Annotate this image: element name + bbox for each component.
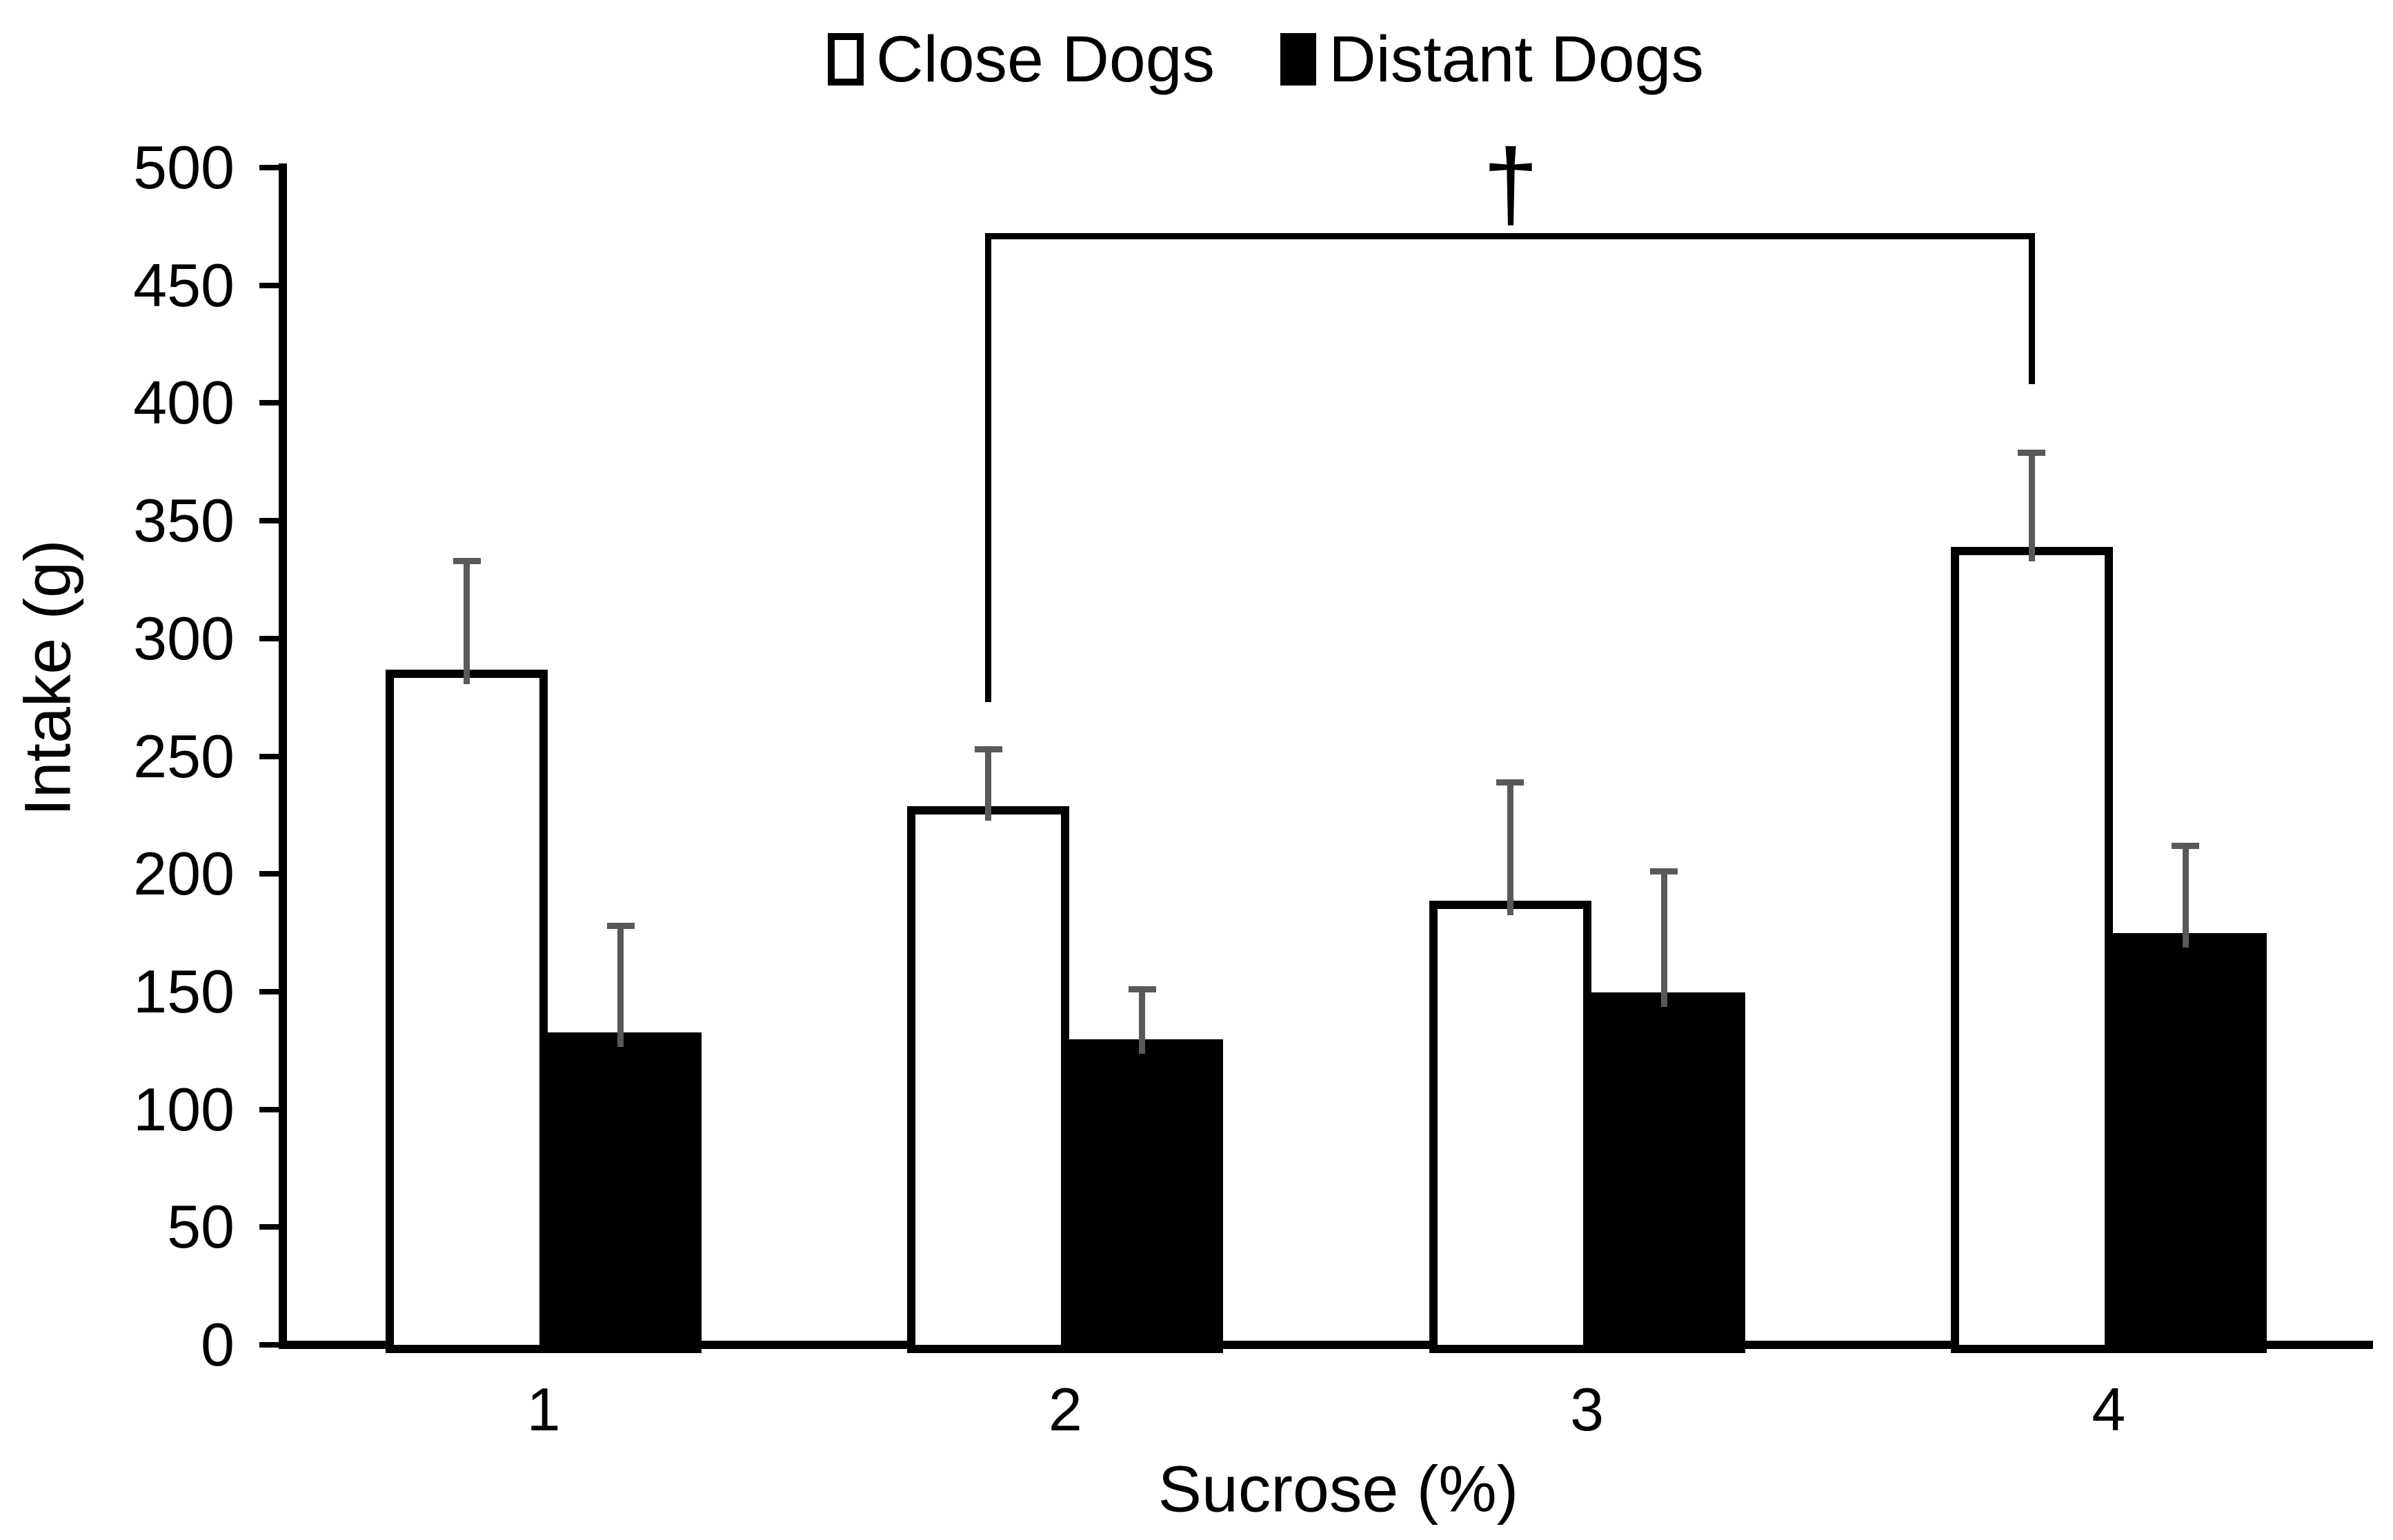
y-tick-label-450: 450	[133, 250, 235, 319]
y-tick-200	[259, 871, 279, 877]
error-bar-stem-close-dogs-3	[1507, 782, 1513, 915]
error-bar-stem-distant-dogs-2	[1139, 989, 1146, 1054]
bracket-horizontal-line	[985, 232, 2035, 239]
error-bar-stem-close-dogs-4	[2028, 452, 2035, 562]
y-tick-100	[259, 1106, 279, 1112]
y-tick-label-350: 350	[133, 486, 235, 555]
legend-item-distant-dogs: Distant Dogs	[1280, 22, 1704, 96]
y-tick-label-200: 200	[133, 839, 235, 908]
y-tick-label-250: 250	[133, 721, 235, 790]
x-tick-label-2: 2	[1048, 1375, 1082, 1443]
error-bar-stem-close-dogs-1	[464, 561, 470, 684]
y-tick-300	[259, 635, 279, 641]
error-bar-cap-distant-dogs-1	[606, 922, 635, 929]
error-bar-cap-distant-dogs-3	[1650, 868, 1678, 875]
y-tick-0	[259, 1342, 279, 1348]
bar-distant-dogs-2	[1061, 1039, 1224, 1353]
error-bar-cap-distant-dogs-2	[1128, 986, 1156, 992]
error-bar-cap-distant-dogs-4	[2172, 842, 2200, 849]
y-tick-label-300: 300	[133, 603, 235, 672]
x-axis-title: Sucrose (%)	[1158, 1452, 1519, 1526]
y-tick-label-100: 100	[133, 1074, 235, 1143]
error-bar-stem-distant-dogs-3	[1660, 871, 1667, 1007]
y-tick-250	[259, 753, 279, 759]
bracket-left-vertical-line	[985, 236, 992, 702]
bar-distant-dogs-4	[2104, 933, 2267, 1353]
y-tick-50	[259, 1224, 279, 1230]
bar-close-dogs-3	[1429, 900, 1591, 1353]
bar-close-dogs-2	[907, 806, 1070, 1353]
bar-distant-dogs-3	[1582, 992, 1745, 1353]
x-tick-label-1: 1	[526, 1375, 561, 1443]
error-bar-stem-close-dogs-2	[985, 749, 992, 821]
x-tick-label-4: 4	[2092, 1375, 2126, 1443]
x-axis-line	[279, 1341, 2373, 1349]
error-bar-cap-close-dogs-3	[1496, 779, 1525, 786]
error-bar-cap-close-dogs-1	[453, 557, 481, 564]
error-bar-cap-close-dogs-4	[2018, 449, 2046, 456]
legend-swatch-solid-square-icon	[1280, 33, 1317, 86]
legend-item-close-dogs: Close Dogs	[828, 22, 1215, 96]
bracket-right-vertical-line	[2028, 236, 2035, 385]
y-tick-350	[259, 518, 279, 524]
x-tick-label-3: 3	[1570, 1375, 1605, 1443]
bar-close-dogs-1	[386, 670, 548, 1353]
y-tick-label-150: 150	[133, 957, 235, 1026]
error-bar-stem-distant-dogs-1	[617, 926, 624, 1047]
significance-dagger-annotation: †	[1482, 128, 1539, 240]
error-bar-cap-close-dogs-2	[974, 746, 1002, 752]
bar-close-dogs-4	[1950, 547, 2113, 1353]
y-axis-line	[279, 163, 287, 1349]
y-tick-label-500: 500	[133, 133, 235, 201]
y-tick-150	[259, 988, 279, 994]
y-tick-500	[259, 165, 279, 170]
legend: Close Dogs Distant Dogs	[828, 22, 1704, 96]
error-bar-stem-distant-dogs-4	[2182, 846, 2189, 948]
y-tick-label-50: 50	[167, 1192, 235, 1261]
y-tick-label-400: 400	[133, 368, 235, 437]
y-tick-label-0: 0	[201, 1310, 235, 1379]
y-tick-450	[259, 282, 279, 288]
legend-swatch-open-square-icon	[828, 33, 864, 86]
bar-distant-dogs-1	[539, 1032, 702, 1353]
legend-label-close-dogs: Close Dogs	[876, 22, 1215, 96]
legend-label-distant-dogs: Distant Dogs	[1329, 22, 1704, 96]
y-tick-400	[259, 400, 279, 406]
